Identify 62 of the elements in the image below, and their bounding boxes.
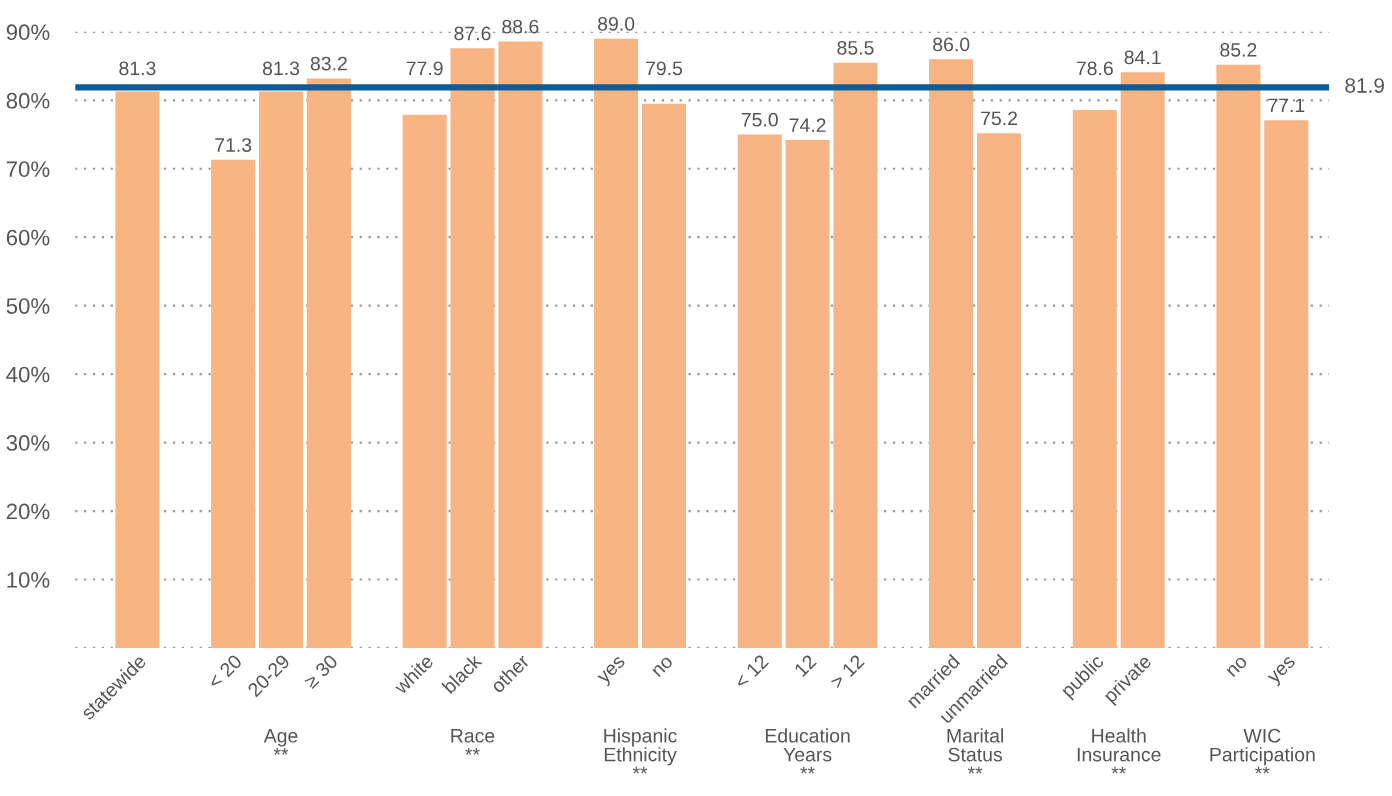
x-tick-label: yes [597,655,629,687]
bar [929,59,974,648]
y-tick-label: 60% [6,229,50,246]
x-tick-label: no [1226,655,1248,678]
bar [1120,72,1165,648]
y-tick-label: 80% [6,92,50,109]
bar [594,38,639,648]
x-tick-label: yes [1267,655,1299,687]
data-label: 71.3 [215,138,252,152]
text: WIC Participation ** [1210,728,1315,774]
data-label: 74.2 [789,118,826,132]
y-tick-label: 70% [6,161,50,178]
bar [1264,120,1309,648]
bar [737,134,782,648]
y-tick-label: 30% [6,435,50,451]
text: Health Insurance ** [1077,728,1161,774]
data-label: 84.1 [1124,50,1161,65]
data-label: 79.5 [646,61,683,76]
data-label: 75.2 [981,111,1018,126]
bar [1072,109,1117,648]
x-tick-label: ≥ 30 [303,653,339,690]
text: Hispanic Ethnicity ** [604,728,677,774]
data-label: 86.0 [933,37,970,52]
bar [258,91,304,648]
x-tick-label: no [652,655,674,678]
data-label: 83.2 [310,56,347,71]
text: Age ** [263,729,298,755]
bar [641,103,686,648]
data-label: 87.6 [454,26,491,41]
y-tick-label: 20% [6,503,50,520]
text: Marital Status ** [947,728,1003,774]
ref-line-label: 81.9 [1345,78,1384,93]
bar [498,41,543,648]
data-label: 77.1 [1268,98,1305,113]
y-tick-label: 10% [7,572,50,588]
data-label: 89.0 [598,16,635,31]
bar [977,133,1022,648]
bar [402,114,447,648]
data-label: 78.6 [1076,61,1113,76]
y-tick-label: 90% [6,24,50,41]
y-tick-label: 40% [6,366,50,383]
bar [833,62,878,648]
x-tick-label: 12 [793,653,817,678]
bar [211,159,256,648]
bar [450,48,495,648]
x-tick-label: > 12 [829,653,865,690]
data-label: 75.0 [741,112,778,127]
y-tick-label: 50% [6,298,50,314]
bar [115,91,160,648]
data-label: 85.2 [1220,42,1257,57]
data-label: 88.6 [502,19,539,34]
text: Education Years ** [765,728,850,774]
data-label: 81.3 [262,61,300,76]
data-label: 85.5 [837,40,874,55]
x-tick-label: < 20 [207,653,243,690]
data-label: 77.9 [406,61,443,76]
bar [306,78,351,648]
data-label: 81.3 [119,61,156,76]
x-tick-label: < 12 [733,653,769,690]
text: Race ** [451,729,495,755]
bar [1216,64,1261,648]
bar [785,140,830,648]
